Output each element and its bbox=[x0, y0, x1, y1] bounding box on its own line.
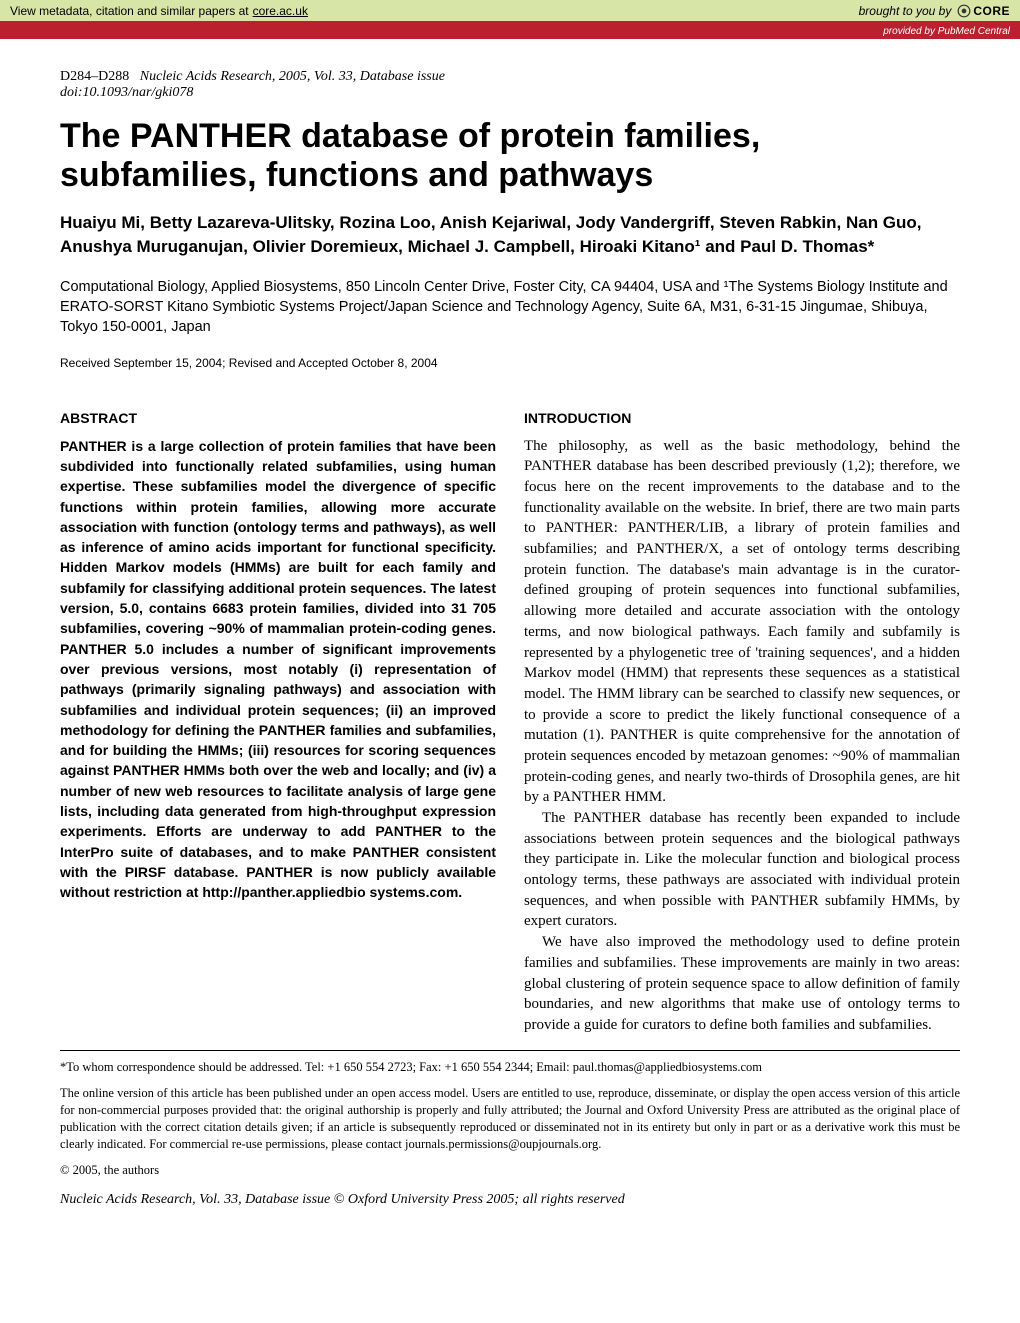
banner-right: brought to you by CORE bbox=[859, 4, 1010, 18]
introduction-heading: INTRODUCTION bbox=[524, 410, 960, 426]
introduction-text: The philosophy, as well as the basic met… bbox=[524, 436, 960, 1036]
affiliations: Computational Biology, Applied Biosystem… bbox=[60, 277, 960, 338]
intro-p3: We have also improved the methodology us… bbox=[524, 932, 960, 1035]
core-icon bbox=[957, 4, 971, 18]
core-link[interactable]: core.ac.uk bbox=[253, 4, 308, 18]
article-title: The PANTHER database of protein families… bbox=[60, 117, 960, 195]
right-column: INTRODUCTION The philosophy, as well as … bbox=[524, 410, 960, 1036]
core-banner: View metadata, citation and similar pape… bbox=[0, 0, 1020, 24]
doi: doi:10.1093/nar/gki078 bbox=[60, 85, 960, 101]
intro-p2: The PANTHER database has recently been e… bbox=[524, 808, 960, 932]
page-range: D284–D288 bbox=[60, 69, 129, 84]
authors: Huaiyu Mi, Betty Lazareva-Ulitsky, Rozin… bbox=[60, 211, 960, 259]
two-column-body: ABSTRACT PANTHER is a large collection o… bbox=[60, 410, 960, 1036]
received-dates: Received September 15, 2004; Revised and… bbox=[60, 356, 960, 370]
copyright: © 2005, the authors bbox=[60, 1163, 960, 1178]
abstract-text: PANTHER is a large collection of protein… bbox=[60, 436, 496, 903]
core-logo[interactable]: CORE bbox=[957, 4, 1010, 18]
core-text: CORE bbox=[973, 4, 1010, 18]
article-page: D284–D288 Nucleic Acids Research, 2005, … bbox=[0, 39, 1020, 1238]
provided-by-strip: provided by PubMed Central bbox=[0, 24, 1020, 39]
left-column: ABSTRACT PANTHER is a large collection o… bbox=[60, 410, 496, 1036]
abstract-heading: ABSTRACT bbox=[60, 410, 496, 426]
footer-citation: Nucleic Acids Research, Vol. 33, Databas… bbox=[60, 1192, 960, 1208]
intro-p1: The philosophy, as well as the basic met… bbox=[524, 436, 960, 808]
banner-prefix: View metadata, citation and similar pape… bbox=[10, 4, 249, 18]
journal-ref: Nucleic Acids Research, 2005, Vol. 33, D… bbox=[140, 69, 445, 84]
correspondence: *To whom correspondence should be addres… bbox=[60, 1059, 960, 1076]
divider bbox=[60, 1050, 960, 1051]
brought-by-text: brought to you by bbox=[859, 4, 952, 18]
open-access-notice: The online version of this article has b… bbox=[60, 1085, 960, 1153]
header-meta: D284–D288 Nucleic Acids Research, 2005, … bbox=[60, 69, 960, 101]
banner-left: View metadata, citation and similar pape… bbox=[10, 4, 308, 18]
provided-by-text: provided by PubMed Central bbox=[883, 26, 1010, 37]
